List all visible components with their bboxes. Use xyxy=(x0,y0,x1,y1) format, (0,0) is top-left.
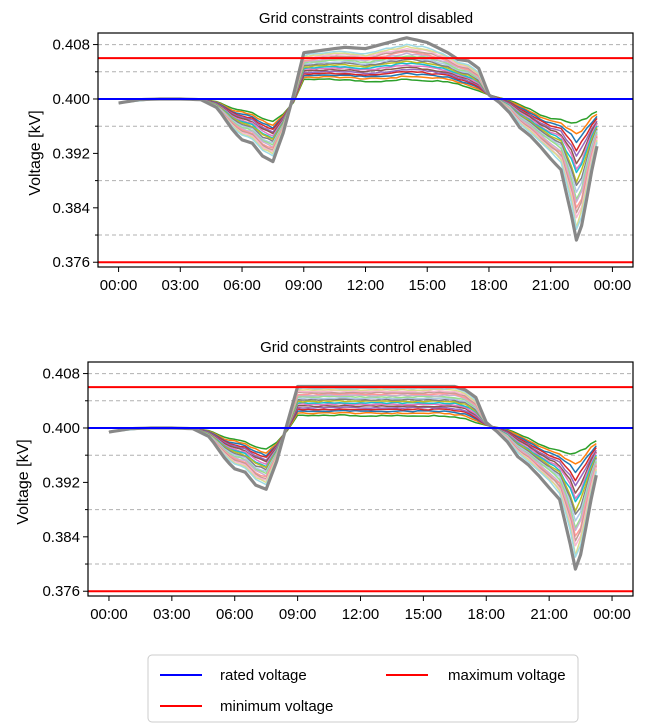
reference-lines xyxy=(88,386,633,593)
legend-box xyxy=(147,654,579,723)
y-tick-label: 0.408 xyxy=(42,366,80,383)
x-tick-label: 12:00 xyxy=(347,277,385,294)
voltage-curve xyxy=(118,68,598,157)
x-tick-label: 15:00 xyxy=(408,277,446,294)
legend: rated voltage maximum voltage minimum vo… xyxy=(147,654,579,723)
chart-title: Grid constraints control disabled xyxy=(259,10,473,27)
panel-disabled: Grid constraints control disabled Voltag… xyxy=(27,10,634,294)
x-tick-label: 18:00 xyxy=(470,277,508,294)
x-tick-label: 00:00 xyxy=(593,606,631,623)
x-tick-label: 21:00 xyxy=(530,606,568,623)
x-tick-label: 09:00 xyxy=(285,277,323,294)
x-tick-label: 00:00 xyxy=(100,277,138,294)
y-tick-label: 0.376 xyxy=(52,254,90,271)
voltage-curve xyxy=(118,70,598,152)
chart-title: Grid constraints control enabled xyxy=(260,339,472,356)
voltage-curve xyxy=(108,388,598,557)
y-axis-label: Voltage [kV] xyxy=(27,110,44,195)
y-ticks: 0.376 0.384 0.392 0.400 0.408 xyxy=(42,366,88,600)
legend-label-maximum-voltage: maximum voltage xyxy=(448,667,566,684)
x-tick-label: 18:00 xyxy=(467,606,505,623)
x-tick-label: 06:00 xyxy=(223,277,261,294)
x-tick-label: 15:00 xyxy=(405,606,443,623)
x-tick-label: 06:00 xyxy=(216,606,254,623)
x-tick-label: 12:00 xyxy=(342,606,380,623)
voltage-curve xyxy=(108,391,598,542)
x-tick-label: 00:00 xyxy=(90,606,128,623)
x-tick-label: 21:00 xyxy=(532,277,570,294)
legend-label-rated-voltage: rated voltage xyxy=(220,667,307,684)
y-tick-label: 0.376 xyxy=(42,583,80,600)
voltage-curve xyxy=(118,45,598,229)
y-axis-label: Voltage [kV] xyxy=(15,439,32,524)
y-tick-label: 0.392 xyxy=(42,474,80,491)
voltage-curves xyxy=(108,384,598,571)
voltage-curves xyxy=(118,36,599,242)
x-ticks: 00:00 03:00 06:00 09:00 12:00 15:00 18:00 21:00… xyxy=(90,596,631,623)
y-tick-label: 0.408 xyxy=(52,37,90,54)
y-ticks: 0.376 0.384 0.392 0.400 0.408 xyxy=(52,37,98,271)
y-tick-label: 0.384 xyxy=(52,200,90,217)
x-tick-label: 09:00 xyxy=(279,606,317,623)
y-tick-label: 0.392 xyxy=(52,145,90,162)
y-tick-label: 0.400 xyxy=(42,420,80,437)
reference-lines xyxy=(98,57,633,264)
panel-enabled: Grid constraints control enabled Voltage… xyxy=(15,339,634,623)
x-tick-label: 03:00 xyxy=(153,606,191,623)
legend-label-minimum-voltage: minimum voltage xyxy=(220,698,333,715)
x-ticks: 00:00 03:00 06:00 09:00 12:00 15:00 18:00 21:00… xyxy=(100,267,631,294)
y-tick-label: 0.400 xyxy=(52,91,90,108)
voltage-curve xyxy=(108,392,598,537)
x-tick-label: 00:00 xyxy=(594,277,632,294)
y-tick-label: 0.384 xyxy=(42,529,80,546)
x-tick-label: 03:00 xyxy=(162,277,200,294)
